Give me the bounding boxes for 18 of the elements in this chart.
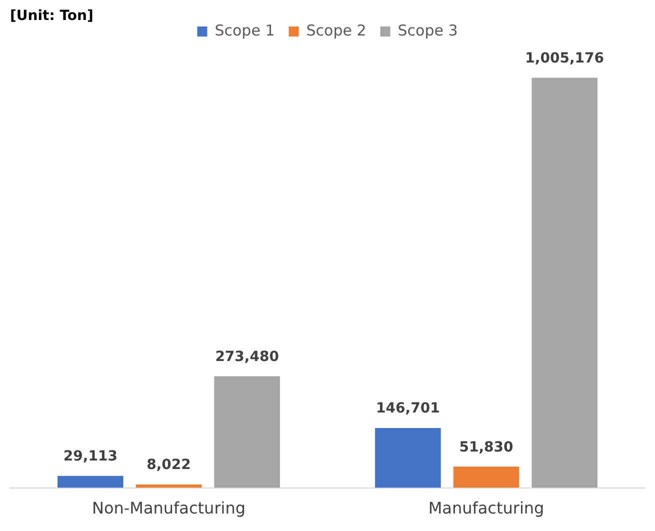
data-label: 146,701	[376, 400, 440, 417]
bar	[532, 78, 598, 488]
bar	[136, 484, 202, 488]
legend-label: Scope 2	[306, 21, 366, 40]
bar	[375, 428, 441, 488]
data-label: 1,005,176	[525, 50, 604, 66]
legend-label: Scope 3	[398, 21, 458, 40]
x-tick-label: Non-Manufacturing	[92, 498, 246, 518]
legend-label: Scope 1	[214, 21, 275, 40]
bar	[453, 466, 520, 488]
data-label: 29,113	[63, 448, 118, 465]
data-label: 273,480	[215, 348, 280, 365]
text: [Unit: Ton]	[10, 8, 94, 24]
bar	[214, 376, 280, 488]
data-label: 8,022	[146, 457, 191, 474]
data-label: 51,830	[459, 439, 514, 456]
x-tick-label: Manufacturing	[428, 498, 544, 518]
bar	[58, 476, 124, 488]
